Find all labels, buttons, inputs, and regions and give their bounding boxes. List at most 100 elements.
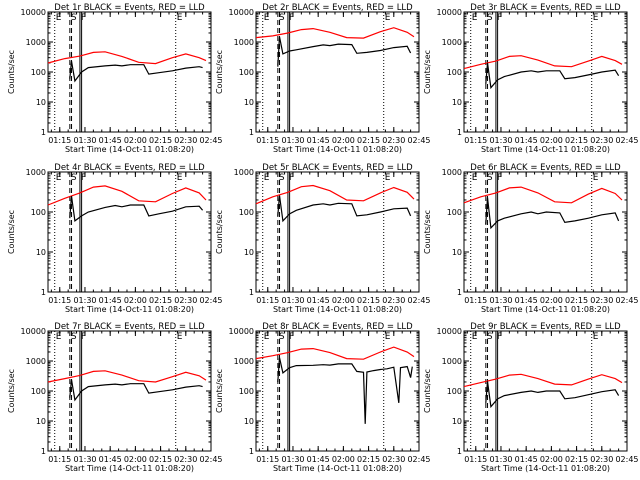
event-marker-label: S	[71, 173, 77, 183]
event-marker-label: F	[289, 13, 294, 23]
y-tick-label: 1	[249, 128, 254, 137]
series-line-events	[69, 379, 203, 402]
y-tick-label: 10000	[229, 327, 254, 336]
x-tick-label: 02:15	[149, 455, 172, 464]
x-axis-label: Start Time (14-Oct-11 01:08:20)	[273, 145, 402, 154]
x-tick-label: 01:15	[256, 136, 279, 145]
event-marker-label: F	[289, 332, 294, 342]
y-axis-label: Counts/sec	[215, 210, 224, 254]
plot-frame	[47, 11, 212, 133]
x-tick-label: 01:45	[515, 296, 538, 305]
y-tick-label: 10	[244, 248, 254, 257]
event-marker-label: F	[497, 332, 502, 342]
panel-det-4: 1 10 100 1000 01:15 01:30 01:45 02:00 02:15 02:30…	[7, 163, 223, 314]
y-tick-label: 100	[31, 387, 46, 396]
y-tick-label: 1	[41, 128, 46, 137]
series-line-events	[277, 36, 412, 67]
x-tick-label: 02:30	[174, 296, 197, 305]
x-tick-label: 01:15	[48, 296, 71, 305]
x-tick-label: 01:30	[281, 455, 304, 464]
event-marker-label: E	[177, 173, 183, 183]
x-tick-label: 02:30	[590, 136, 613, 145]
x-tick-label: 01:15	[256, 296, 279, 305]
x-tick-label: 01:30	[489, 136, 512, 145]
panel-det-2: 1 10 100 1000 10000 01:15 01:30 01:45 02:00 02:15…	[215, 3, 431, 154]
x-axis-label: Start Time (14-Oct-11 01:08:20)	[273, 305, 402, 314]
x-tick-label: 01:45	[307, 136, 330, 145]
x-axis-label: Start Time (14-Oct-11 01:08:20)	[481, 145, 610, 154]
y-tick-label: 100	[239, 208, 254, 217]
y-tick-label: 1000	[234, 168, 254, 177]
event-marker-label: S	[71, 332, 77, 342]
x-tick-label: 02:30	[174, 455, 197, 464]
panel-title: Det 2r BLACK = Events, RED = LLD	[262, 3, 413, 13]
event-marker-label: E	[264, 332, 270, 342]
x-tick-label: 02:30	[382, 296, 405, 305]
x-tick-label: 02:15	[357, 136, 380, 145]
x-tick-label: 02:00	[540, 455, 563, 464]
y-axis-label: Counts/sec	[215, 369, 224, 413]
event-marker-label: F	[497, 173, 502, 183]
x-tick-label: 02:45	[615, 296, 638, 305]
y-tick-label: 1	[457, 288, 462, 297]
y-tick-label: 1000	[234, 357, 254, 366]
event-marker-label: S	[487, 13, 493, 23]
y-tick-label: 100	[31, 68, 46, 77]
series-line-lld	[463, 55, 623, 70]
series-line-events	[485, 197, 620, 230]
x-tick-label: 02:30	[382, 455, 405, 464]
x-tick-label: 01:30	[489, 296, 512, 305]
plot-frame	[47, 330, 212, 452]
x-tick-label: 01:45	[99, 136, 122, 145]
x-tick-label: 02:15	[565, 455, 588, 464]
panel-title: Det 1r BLACK = Events, RED = LLD	[54, 3, 205, 13]
y-tick-label: 10	[36, 417, 46, 426]
event-marker-label: F	[81, 13, 86, 23]
panel-title: Det 5r BLACK = Events, RED = LLD	[262, 163, 413, 173]
event-marker-label: S	[279, 13, 285, 23]
x-tick-label: 01:15	[48, 455, 71, 464]
x-tick-label: 02:45	[615, 455, 638, 464]
panel-det-3: 1 10 100 1000 10000 01:15 01:30 01:45 02:00 02:15…	[423, 3, 639, 154]
x-axis-label: Start Time (14-Oct-11 01:08:20)	[65, 305, 194, 314]
x-tick-label: 01:15	[464, 455, 487, 464]
panel-title: Det 4r BLACK = Events, RED = LLD	[54, 163, 205, 173]
x-tick-label: 01:30	[281, 136, 304, 145]
panel-det-1: 1 10 100 1000 10000 01:15 01:30 01:45 02:00 02:15…	[7, 3, 223, 154]
x-tick-label: 02:00	[540, 296, 563, 305]
x-tick-label: 02:15	[357, 455, 380, 464]
event-marker-label: F	[289, 173, 294, 183]
y-tick-label: 10000	[21, 327, 46, 336]
event-marker-label: E	[472, 173, 478, 183]
x-tick-label: 02:15	[565, 296, 588, 305]
event-marker-label: E	[593, 173, 599, 183]
y-axis-label: Counts/sec	[423, 210, 432, 254]
plot-frame	[463, 171, 628, 293]
series-line-lld	[47, 185, 207, 206]
y-tick-label: 10000	[437, 8, 462, 17]
x-tick-label: 02:30	[590, 455, 613, 464]
plot-frame	[255, 11, 420, 133]
x-tick-label: 02:30	[382, 136, 405, 145]
y-tick-label: 10	[452, 248, 462, 257]
series-line-lld	[463, 186, 623, 204]
panel-det-6: 1 10 100 1000 01:15 01:30 01:45 02:00 02:15 02:30…	[423, 163, 639, 314]
series-line-lld	[255, 184, 415, 205]
event-marker-label: E	[56, 13, 62, 23]
y-tick-label: 100	[447, 387, 462, 396]
x-tick-label: 02:15	[149, 136, 172, 145]
x-tick-label: 02:00	[124, 455, 147, 464]
y-tick-label: 10	[452, 98, 462, 107]
y-axis-label: Counts/sec	[7, 50, 16, 94]
event-marker-label: E	[472, 13, 478, 23]
y-tick-label: 100	[447, 208, 462, 217]
x-axis-label: Start Time (14-Oct-11 01:08:20)	[65, 464, 194, 473]
x-tick-label: 02:15	[149, 296, 172, 305]
y-tick-label: 1000	[442, 38, 462, 47]
event-marker-label: S	[71, 13, 77, 23]
event-marker-label: E	[264, 173, 270, 183]
y-tick-label: 100	[447, 68, 462, 77]
x-tick-label: 01:30	[489, 455, 512, 464]
x-tick-label: 01:30	[73, 136, 96, 145]
